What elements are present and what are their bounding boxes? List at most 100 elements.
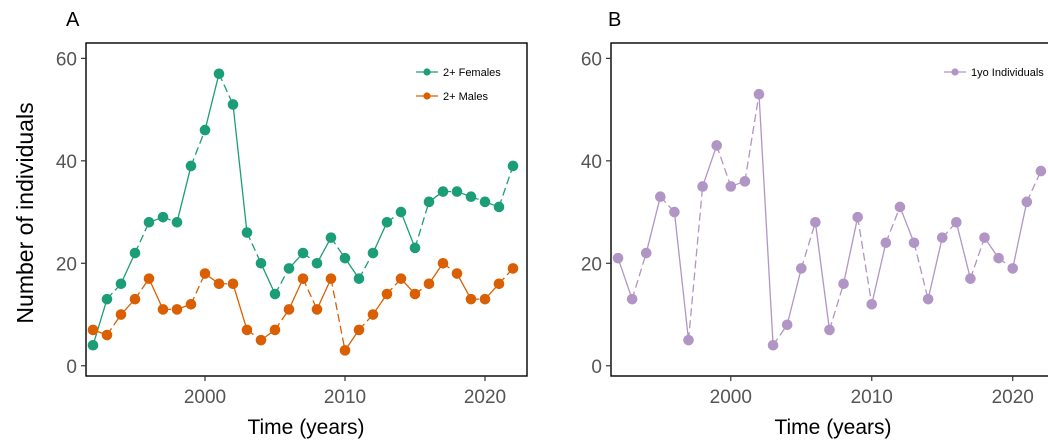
series-0-0-point xyxy=(494,202,505,213)
series-0-0-point xyxy=(452,186,463,197)
series-1-0-segment xyxy=(674,212,688,340)
series-1-0-segment xyxy=(815,222,829,330)
series-0-1-point xyxy=(396,273,407,284)
series-0-1-segment xyxy=(233,284,247,330)
series-1-0-point xyxy=(937,232,948,243)
series-1-0-point xyxy=(1036,166,1047,177)
series-1-0-segment xyxy=(801,222,815,268)
series-1-0-point xyxy=(768,340,779,351)
legend-1-0-key-marker xyxy=(951,68,958,75)
series-0-0-point xyxy=(466,191,477,202)
panel-a-y-tick-label: 20 xyxy=(56,254,77,275)
series-0-1-point xyxy=(186,299,197,310)
series-1-0-segment xyxy=(970,238,984,279)
panel-b-marks: 02040602000 2010 20201yo Individuals xyxy=(581,49,1046,408)
series-0-1-point xyxy=(228,278,239,289)
series-0-0-point xyxy=(410,243,421,254)
series-1-0-segment xyxy=(703,145,717,186)
series-0-0-point xyxy=(242,227,253,238)
series-0-0-point xyxy=(88,340,99,351)
series-0-0-point xyxy=(144,217,155,228)
series-0-0-point xyxy=(130,248,141,259)
series-1-0-point xyxy=(923,294,934,305)
series-0-0-point xyxy=(368,248,379,259)
series-0-1-segment xyxy=(331,279,345,351)
series-1-0-point xyxy=(1022,197,1033,208)
series-1-0-segment xyxy=(745,94,759,181)
series-0-1-point xyxy=(102,330,113,341)
panel-a-y-tick-label: 40 xyxy=(56,152,77,173)
series-1-0-segment xyxy=(886,207,900,243)
series-0-0-point xyxy=(340,253,351,264)
series-1-0-segment xyxy=(1013,202,1027,269)
series-1-0-segment xyxy=(689,186,703,340)
series-1-0-point xyxy=(697,181,708,192)
series-0-1-point xyxy=(312,304,323,315)
series-1-0-point xyxy=(782,319,793,330)
series-1-0-segment xyxy=(618,258,632,299)
series-1-0-point xyxy=(683,335,694,346)
series-0-0-point xyxy=(200,125,211,136)
panel-b-y-tick-label: 0 xyxy=(591,357,602,378)
series-0-1-point xyxy=(326,273,337,284)
series-0-0-point xyxy=(158,212,169,223)
series-1-0-point xyxy=(979,232,990,243)
panel-a-x-tick-label: 2000 xyxy=(184,387,226,408)
series-0-1-point xyxy=(256,335,267,346)
legend-0-0-label: 2+ Females xyxy=(443,67,501,79)
series-1-0-point xyxy=(824,325,835,336)
series-1-0-point xyxy=(641,248,652,259)
series-0-0-segment xyxy=(177,166,191,222)
y-axis-label: Number of individuals xyxy=(12,102,38,323)
panel-a-y-tick-label: 60 xyxy=(56,49,77,70)
series-0-1-point xyxy=(452,268,463,279)
panel-b-y-tick-label: 60 xyxy=(581,49,602,70)
legend-1-0-label: 1yo Individuals xyxy=(971,67,1044,79)
series-0-1-point xyxy=(158,304,169,315)
series-0-0-point xyxy=(354,273,365,284)
series-1-0-point xyxy=(909,238,920,249)
series-0-1-point xyxy=(242,325,253,336)
series-0-0-point xyxy=(424,197,435,208)
series-0-1-point xyxy=(144,273,155,284)
series-1-0-point xyxy=(613,253,624,264)
series-1-0-segment xyxy=(914,243,928,299)
series-0-1-point xyxy=(298,273,309,284)
series-0-0-point xyxy=(256,258,267,269)
series-1-0-point xyxy=(895,202,906,213)
series-1-0-segment xyxy=(844,217,858,284)
series-1-0-segment xyxy=(646,197,660,253)
series-1-0-point xyxy=(655,191,666,202)
series-0-1-point xyxy=(382,289,393,300)
panel-b-xlabel: Time (years) xyxy=(774,416,891,439)
series-0-0-point xyxy=(298,248,309,259)
series-1-0-segment xyxy=(829,284,843,330)
series-0-0-point xyxy=(116,278,127,289)
series-0-1-point xyxy=(270,325,281,336)
series-0-1-point xyxy=(214,278,225,289)
panel-b-y-tick-label: 20 xyxy=(581,254,602,275)
panel-a-plot: 0 20 40 60 2000 2010 2020 2+ Females 2+ Males Ti… xyxy=(56,43,527,439)
series-0-1-point xyxy=(494,278,505,289)
legend-0-1-key-marker xyxy=(423,92,430,99)
panel-b-plot: 0 20 40 60 2000 2010 2020 1yo Individuals Time … xyxy=(581,43,1048,439)
series-1-0-segment xyxy=(632,253,646,299)
series-0-0-point xyxy=(186,161,197,172)
series-0-0-point xyxy=(228,99,239,110)
series-0-0-point xyxy=(382,217,393,228)
panel-b-x-tick-label: 2010 xyxy=(851,387,893,408)
series-0-1-point xyxy=(116,309,127,320)
panel-b-x-tick-label: 2020 xyxy=(992,387,1034,408)
series-0-1-point xyxy=(508,263,519,274)
series-0-1-point xyxy=(130,294,141,305)
panel-a-xlabel: Time (years) xyxy=(247,416,364,439)
legend-0-1-label: 2+ Males xyxy=(443,91,488,103)
series-1-0-segment xyxy=(759,94,773,345)
series-0-0-point xyxy=(480,197,491,208)
panel-b-y-tick-label: 40 xyxy=(581,152,602,173)
series-0-0-segment xyxy=(401,212,415,248)
series-1-0-point xyxy=(726,181,737,192)
series-0-0-point xyxy=(396,207,407,218)
series-0-1-point xyxy=(200,268,211,279)
series-1-0-point xyxy=(796,263,807,274)
